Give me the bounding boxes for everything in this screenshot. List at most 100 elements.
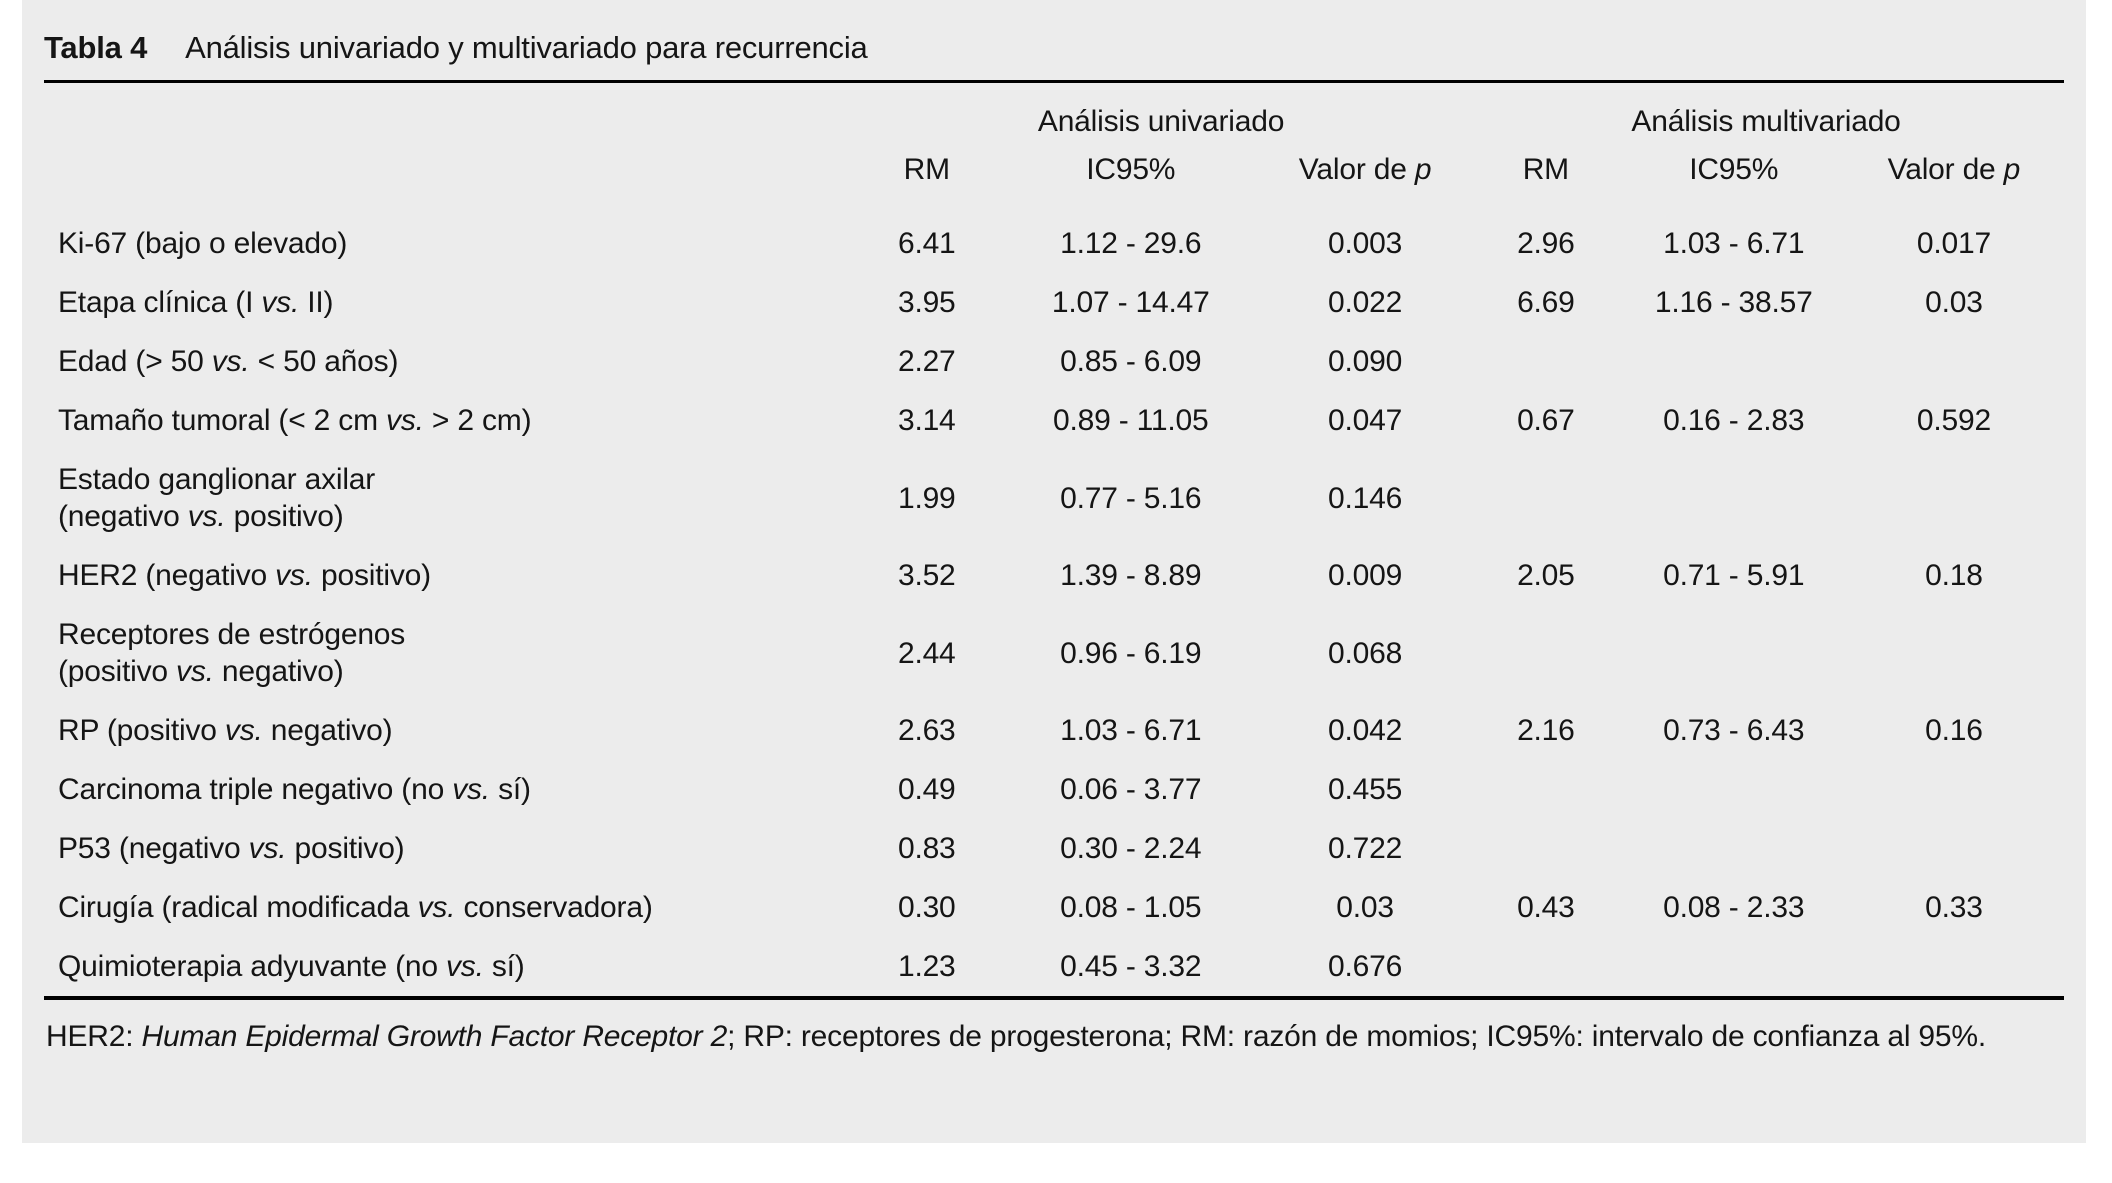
cell-p-uni: 0.455 <box>1328 773 1403 806</box>
table-row: Estado ganglionar axilar (negativo vs. po… <box>44 450 2064 546</box>
cell-ic95-multi: 0.73 - 6.43 <box>1663 714 1805 747</box>
cell-rm-uni: 2.44 <box>897 636 956 670</box>
cell-p-multi <box>1844 937 2064 996</box>
cell-p-uni: 0.722 <box>1328 832 1403 865</box>
cell-p-multi: 0.16 <box>1925 714 1983 747</box>
cell-rm-multi <box>1468 819 1624 878</box>
table-row: Carcinoma triple negativo (no vs. sí) 0.4… <box>44 760 2064 819</box>
table-row: P53 (negativo vs. positivo) 0.83 0.30 - 2.… <box>44 819 2064 878</box>
row-label: Ki-67 (bajo o elevado) <box>58 227 348 260</box>
cell-ic95-uni: 0.45 - 3.32 <box>1060 950 1202 983</box>
table-row: Tamaño tumoral (< 2 cm vs. > 2 cm) 3.14 0.… <box>44 391 2064 450</box>
row-label: Carcinoma triple negativo (no vs. sí) <box>58 773 531 806</box>
row-label: Tamaño tumoral (< 2 cm vs. > 2 cm) <box>58 404 532 437</box>
table-title: Tabla 4 Análisis univariado y multivariad… <box>44 0 2064 78</box>
cell-ic95-uni: 0.85 - 6.09 <box>1060 345 1202 378</box>
table-row: Ki-67 (bajo o elevado) 6.41 1.12 - 29.6 0.0… <box>44 205 2064 273</box>
cell-rm-uni: 2.27 <box>897 345 956 378</box>
table-row: Edad (> 50 vs. < 50 años) 2.27 0.85 - 6.09… <box>44 332 2064 391</box>
cell-rm-uni: 1.99 <box>897 481 956 515</box>
cell-rm-uni: 3.14 <box>897 404 956 437</box>
cell-rm-multi: 2.05 <box>1517 559 1575 592</box>
cell-rm-uni: 0.30 <box>897 891 956 924</box>
group-header-row: Análisis univariado Análisis multivariad… <box>44 83 2064 145</box>
group-header-univariado: Análisis univariado <box>1037 105 1285 138</box>
col-header-ic95-uni: IC95% <box>1086 153 1176 186</box>
cell-ic95-multi <box>1624 760 1844 819</box>
cell-rm-multi <box>1468 450 1624 546</box>
table-row: Quimioterapia adyuvante (no vs. sí) 1.23 0… <box>44 937 2064 996</box>
cell-rm-multi: 2.16 <box>1517 714 1575 747</box>
cell-ic95-multi: 0.08 - 2.33 <box>1663 891 1805 924</box>
row-label: P53 (negativo vs. positivo) <box>58 832 405 865</box>
cell-ic95-uni: 0.06 - 3.77 <box>1060 773 1202 806</box>
cell-p-multi: 0.18 <box>1925 559 1983 592</box>
cell-rm-multi: 0.43 <box>1517 891 1575 924</box>
cell-rm-uni: 3.52 <box>897 559 956 592</box>
row-label: Quimioterapia adyuvante (no vs. sí) <box>58 950 525 983</box>
col-header-rm-multi: RM <box>1522 153 1569 186</box>
cell-ic95-uni: 0.08 - 1.05 <box>1060 891 1202 924</box>
cell-p-uni: 0.003 <box>1328 227 1403 260</box>
table-row: RP (positivo vs. negativo) 2.63 1.03 - 6.7… <box>44 701 2064 760</box>
cell-rm-multi <box>1468 605 1624 701</box>
cell-ic95-multi: 0.16 - 2.83 <box>1663 404 1805 437</box>
cell-ic95-uni: 1.07 - 14.47 <box>1051 286 1210 319</box>
analysis-table: Análisis univariado Análisis multivariad… <box>44 83 2064 996</box>
row-label: Cirugía (radical modificada vs. conserva… <box>58 891 653 924</box>
col-header-ic95-multi: IC95% <box>1689 153 1779 186</box>
column-header-row: RM IC95% Valor de p RM IC95% Valor de p <box>44 145 2064 205</box>
rule-above-footnote <box>44 996 2064 1000</box>
cell-p-multi <box>1844 605 2064 701</box>
col-header-rm-uni: RM <box>903 153 950 186</box>
table-row: Cirugía (radical modificada vs. conserva… <box>44 878 2064 937</box>
cell-ic95-uni: 1.12 - 29.6 <box>1060 227 1202 260</box>
cell-p-uni: 0.009 <box>1328 559 1403 592</box>
cell-rm-multi <box>1468 937 1624 996</box>
cell-p-uni: 0.047 <box>1328 404 1403 437</box>
table-footnote: HER2: Human Epidermal Growth Factor Rece… <box>46 1020 1986 1053</box>
cell-rm-multi: 0.67 <box>1517 404 1575 437</box>
col-header-p-multi: Valor de p <box>1887 153 2021 186</box>
cell-rm-multi: 2.96 <box>1517 227 1575 260</box>
cell-ic95-uni: 1.39 - 8.89 <box>1060 559 1202 592</box>
cell-ic95-uni: 0.96 - 6.19 <box>1060 636 1202 670</box>
cell-ic95-multi <box>1624 819 1844 878</box>
table-row: HER2 (negativo vs. positivo) 3.52 1.39 - 8… <box>44 546 2064 605</box>
cell-rm-uni: 0.49 <box>897 773 956 806</box>
row-label: HER2 (negativo vs. positivo) <box>58 559 431 592</box>
table-panel: Tabla 4 Análisis univariado y multivariad… <box>22 0 2086 1143</box>
cell-ic95-multi <box>1624 937 1844 996</box>
cell-ic95-uni: 0.30 - 2.24 <box>1060 832 1202 865</box>
cell-p-uni: 0.03 <box>1336 891 1394 924</box>
table-title-text: Análisis univariado y multivariado para … <box>185 30 868 65</box>
cell-ic95-multi: 1.03 - 6.71 <box>1663 227 1805 260</box>
cell-ic95-multi: 1.16 - 38.57 <box>1654 286 1813 319</box>
cell-rm-multi <box>1468 760 1624 819</box>
cell-rm-uni: 6.41 <box>897 227 956 260</box>
col-header-p-uni: Valor de p <box>1298 153 1432 186</box>
cell-p-uni: 0.676 <box>1328 950 1403 983</box>
cell-p-uni: 0.068 <box>1328 636 1403 670</box>
cell-ic95-uni: 0.89 - 11.05 <box>1053 404 1209 437</box>
cell-p-uni: 0.022 <box>1328 286 1403 319</box>
row-label: RP (positivo vs. negativo) <box>58 714 393 747</box>
cell-p-uni: 0.090 <box>1328 345 1403 378</box>
row-label: Receptores de estrógenos (positivo vs. ne… <box>58 618 406 688</box>
cell-rm-uni: 3.95 <box>897 286 956 319</box>
table-row: Etapa clínica (I vs. II) 3.95 1.07 - 14.47… <box>44 273 2064 332</box>
cell-p-multi: 0.03 <box>1925 286 1983 319</box>
row-label: Estado ganglionar axilar (negativo vs. po… <box>58 463 376 533</box>
group-header-spacer <box>44 83 854 145</box>
row-label: Etapa clínica (I vs. II) <box>58 286 334 319</box>
cell-p-multi: 0.33 <box>1925 891 1983 924</box>
cell-rm-multi: 6.69 <box>1517 286 1575 319</box>
cell-ic95-multi <box>1624 450 1844 546</box>
cell-rm-uni: 2.63 <box>897 714 956 747</box>
cell-ic95-uni: 1.03 - 6.71 <box>1060 714 1202 747</box>
row-label: Edad (> 50 vs. < 50 años) <box>58 345 399 378</box>
table-row: Receptores de estrógenos (positivo vs. ne… <box>44 605 2064 701</box>
cell-rm-uni: 1.23 <box>897 950 956 983</box>
cell-p-multi: 0.592 <box>1916 404 1991 437</box>
